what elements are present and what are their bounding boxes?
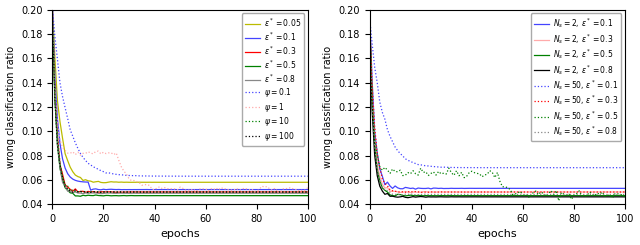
X-axis label: epochs: epochs	[477, 230, 517, 239]
X-axis label: epochs: epochs	[161, 230, 200, 239]
Legend: $N_s = 2,\, \varepsilon^* = 0.1$, $N_s = 2,\, \varepsilon^* = 0.3$, $N_s = 2,\, : $N_s = 2,\, \varepsilon^* = 0.1$, $N_s =…	[531, 13, 621, 141]
Y-axis label: wrong classification ratio: wrong classification ratio	[323, 46, 333, 168]
Legend: $\varepsilon^* = 0.05$, $\varepsilon^* = 0.1$, $\varepsilon^* = 0.3$, $\varepsil: $\varepsilon^* = 0.05$, $\varepsilon^* =…	[242, 13, 304, 146]
Y-axis label: wrong classification ratio: wrong classification ratio	[6, 46, 15, 168]
